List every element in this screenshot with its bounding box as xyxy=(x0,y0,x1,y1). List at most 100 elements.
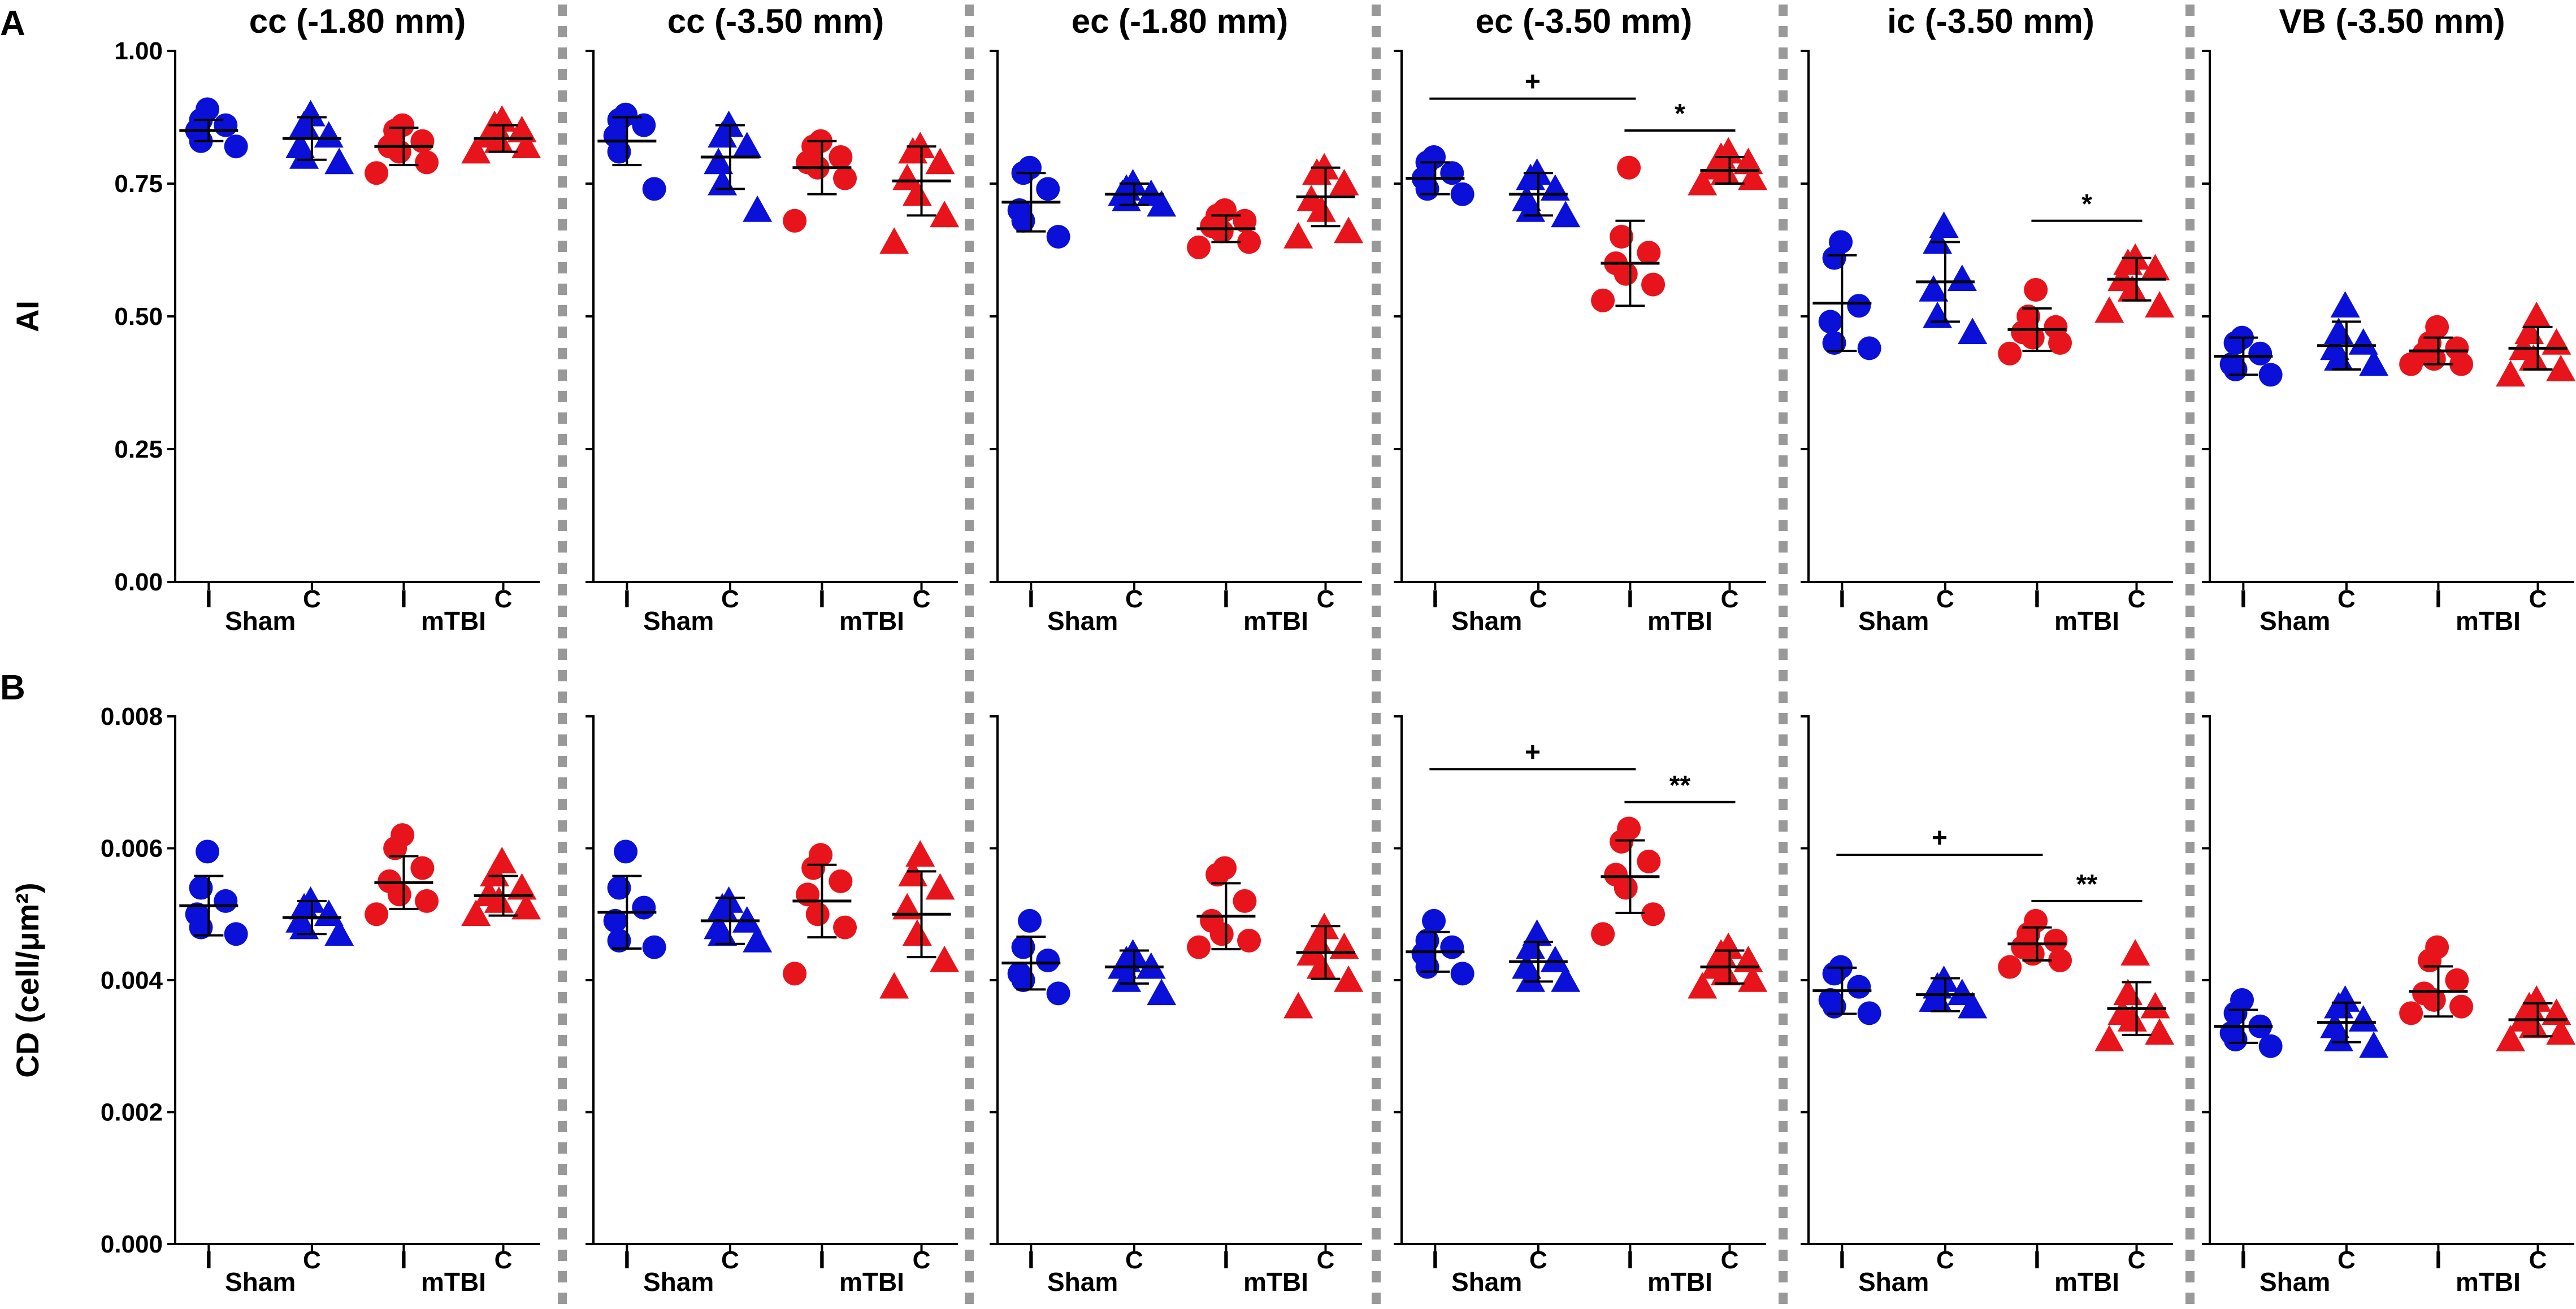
x-tick-label: I xyxy=(1027,585,1034,613)
data-point xyxy=(2048,948,2072,972)
data-point xyxy=(1958,318,1988,344)
x-tick-label: C xyxy=(913,1246,931,1274)
data-point xyxy=(2113,979,2143,1006)
x-tick-label: C xyxy=(2128,1246,2146,1274)
data-point xyxy=(1710,959,1740,986)
y-tick-label: 1.00 xyxy=(114,37,163,65)
column-title: VB (-3.50 mm) xyxy=(2279,2,2505,40)
data-point xyxy=(365,161,389,185)
data-point xyxy=(314,121,344,148)
data-point xyxy=(892,893,922,920)
data-point xyxy=(1818,310,1842,334)
x-tick-label: I xyxy=(1222,585,1229,613)
data-point xyxy=(1958,991,1988,1019)
data-point xyxy=(732,132,762,158)
data-point xyxy=(607,876,631,900)
data-point xyxy=(783,962,807,986)
data-point xyxy=(1011,935,1035,959)
data-point xyxy=(2546,355,2576,381)
data-point xyxy=(2120,939,2150,966)
data-point xyxy=(2258,1034,2283,1058)
panel-letter: A xyxy=(0,4,25,43)
x-tick-label: I xyxy=(1432,1246,1438,1274)
data-point xyxy=(1329,169,1359,195)
data-point xyxy=(902,919,932,946)
column-titles: cc (-1.80 mm) cc (-3.50 mm) ec (-1.80 mm) e… xyxy=(249,2,2505,40)
data-point xyxy=(2422,988,2446,1012)
data-point xyxy=(1641,902,1666,927)
data-point xyxy=(1923,302,1953,328)
data-point xyxy=(1237,928,1261,953)
data-point xyxy=(2223,1028,2248,1052)
data-point xyxy=(1302,158,1332,185)
data-point xyxy=(2445,968,2469,992)
data-point xyxy=(1738,163,1768,190)
data-point xyxy=(1947,264,1977,291)
data-point xyxy=(2449,994,2474,1019)
data-point xyxy=(2248,341,2273,366)
data-point xyxy=(2117,1005,2147,1032)
data-point xyxy=(2048,331,2072,355)
significance-label: + xyxy=(1525,67,1541,97)
data-point xyxy=(1637,849,1661,873)
data-point xyxy=(1415,955,1439,979)
data-point xyxy=(603,908,627,933)
dividers xyxy=(558,5,2195,1308)
group-label: Sham xyxy=(643,1267,714,1297)
data-point xyxy=(2145,291,2175,318)
subplot-cd-6: I C I C Sham mTBI xyxy=(2202,715,2576,1297)
group-label: Sham xyxy=(225,1267,296,1297)
data-point xyxy=(1919,275,1949,302)
x-tick-label: C xyxy=(1721,585,1739,613)
data-point xyxy=(2496,1025,2526,1051)
data-point xyxy=(925,147,955,175)
x-tick-label: C xyxy=(913,585,931,613)
x-tick-label: I xyxy=(400,1246,407,1274)
data-point xyxy=(1733,945,1763,972)
data-point xyxy=(1237,230,1261,254)
data-point xyxy=(1551,201,1581,228)
data-point xyxy=(2449,352,2474,376)
data-point xyxy=(2348,328,2378,355)
data-point xyxy=(1440,161,1464,185)
y-tick-label: 0.00 xyxy=(114,568,163,596)
data-point xyxy=(2223,1001,2248,1025)
data-point xyxy=(507,873,537,900)
data-point xyxy=(2020,325,2045,350)
x-tick-label: I xyxy=(818,1246,825,1274)
panel-letter: B xyxy=(0,668,25,707)
data-point xyxy=(2546,1018,2576,1045)
data-point xyxy=(1187,235,1211,259)
data-point xyxy=(189,876,213,900)
data-point xyxy=(614,840,638,864)
data-point xyxy=(2348,1005,2378,1032)
significance-label: ** xyxy=(1669,771,1691,801)
data-point xyxy=(2542,998,2571,1025)
group-label: mTBI xyxy=(1647,606,1712,636)
data-point xyxy=(1551,966,1581,992)
x-tick-label: C xyxy=(721,1246,739,1274)
x-tick-label: C xyxy=(2128,585,2146,613)
data-point xyxy=(1822,331,1846,355)
y-axis-label: CD (cell/μm²) xyxy=(10,882,45,1077)
x-tick-label: I xyxy=(2435,1246,2441,1274)
y-tick-label: 0.006 xyxy=(101,835,163,863)
x-tick-label: I xyxy=(818,585,825,613)
data-point xyxy=(214,113,238,137)
subplot-ai-6: I C I C Sham mTBI xyxy=(2202,50,2576,636)
data-point xyxy=(1306,952,1336,979)
column-title: ic (-3.50 mm) xyxy=(1887,2,2094,40)
group-label: mTBI xyxy=(2456,1267,2521,1297)
data-point xyxy=(783,208,807,233)
data-point xyxy=(1046,981,1070,1006)
panel-labels: A AI B CD (cell/μm²) xyxy=(0,4,45,1078)
data-point xyxy=(632,895,656,920)
data-point xyxy=(2044,928,2068,953)
data-point xyxy=(902,179,932,206)
data-point xyxy=(1591,922,1615,946)
x-tick-label: C xyxy=(1721,1246,1739,1274)
data-point xyxy=(365,902,389,927)
